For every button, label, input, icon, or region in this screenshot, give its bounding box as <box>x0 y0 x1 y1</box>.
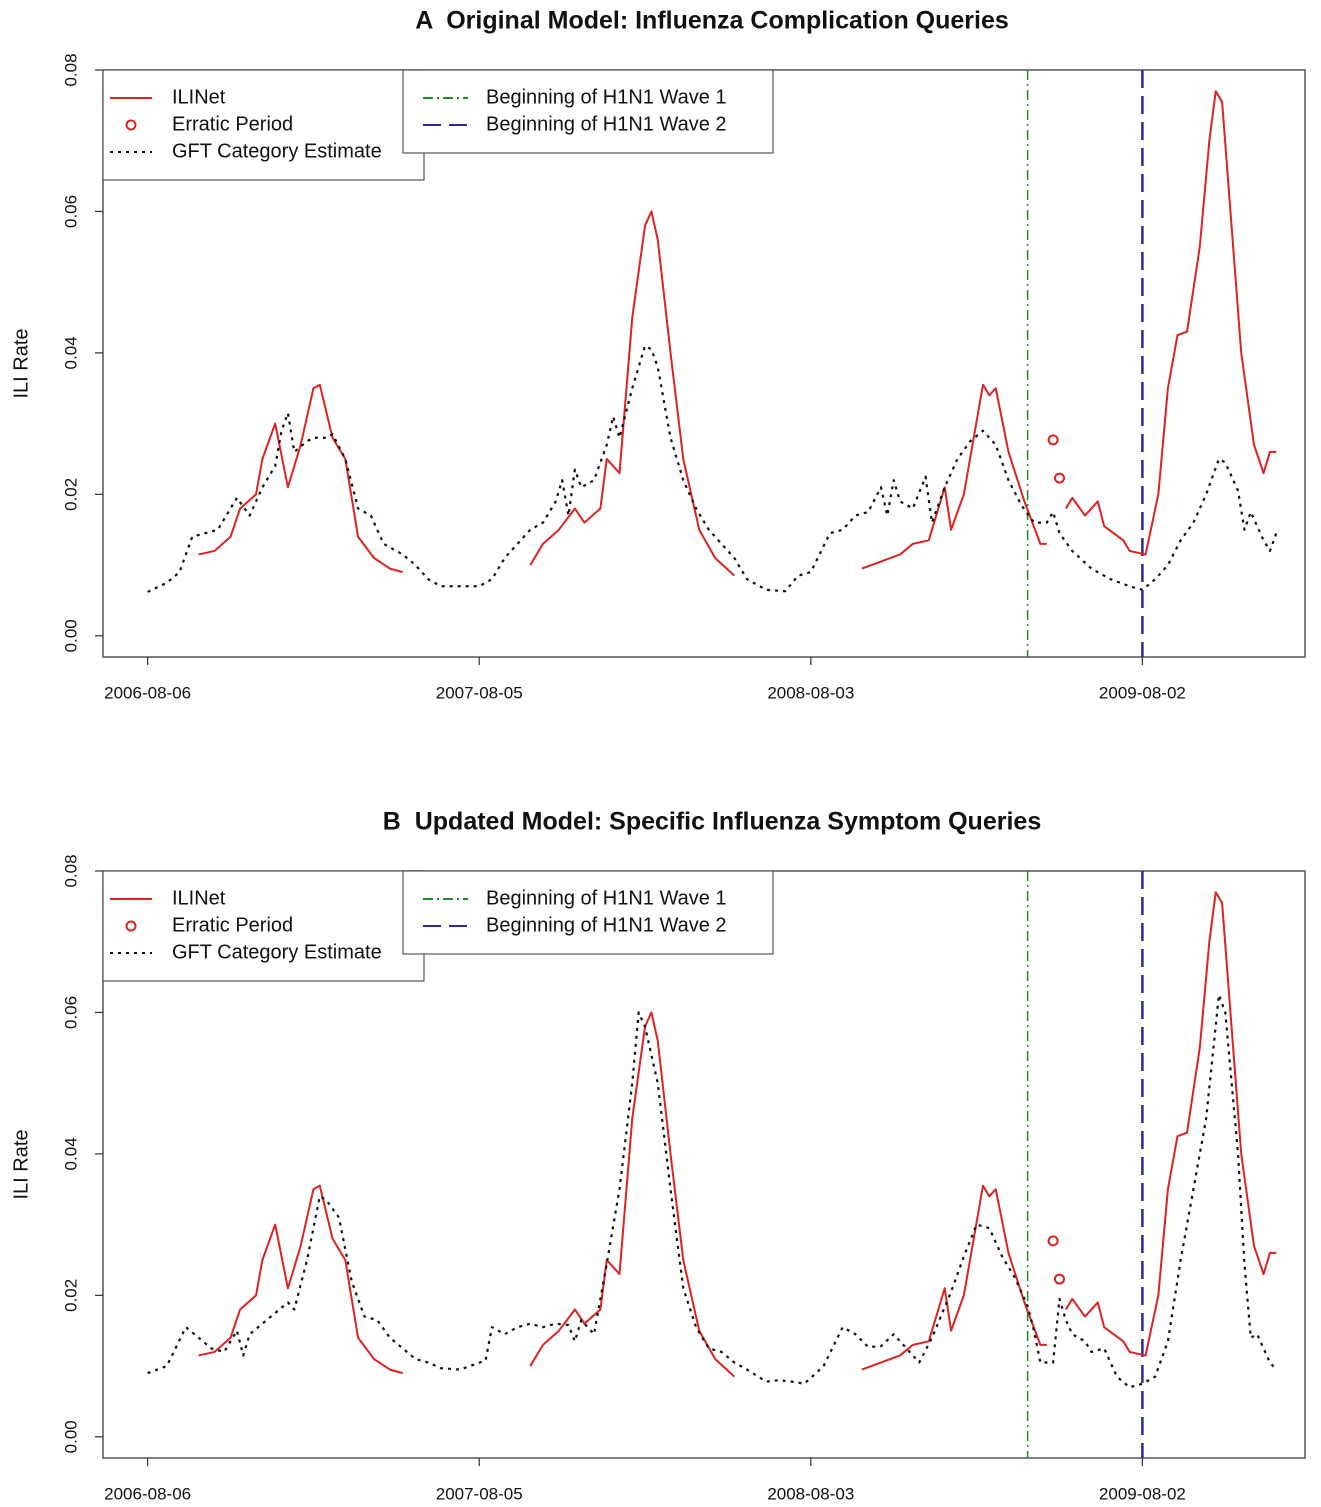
y-tick-label: 0.08 <box>61 53 80 86</box>
legend: ILINet Erratic Period GFT Category Estimat… <box>102 870 425 982</box>
y-axis-label: ILI Rate <box>10 1129 32 1199</box>
series-line <box>147 993 1278 1389</box>
data-point <box>1053 472 1065 484</box>
x-tick-label: 2007-08-05 <box>436 1484 523 1503</box>
y-tick-label: 0.02 <box>61 478 80 511</box>
legend-label: Beginning of H1N1 Wave 1 <box>486 887 727 909</box>
x-tick-label: 2009-08-02 <box>1099 683 1186 702</box>
y-axis-label: ILI Rate <box>10 328 32 398</box>
series-line <box>198 90 1277 577</box>
y-tick-label: 0.06 <box>61 195 80 228</box>
y-tick-label: 0.06 <box>61 996 80 1029</box>
panel: B Updated Model: Specific Influenza Symp… <box>10 808 1306 1503</box>
y-tick-label: 0.00 <box>61 619 80 652</box>
y-tick-label: 0.04 <box>61 336 80 369</box>
y-tick-label: 0.08 <box>61 854 80 887</box>
legend-label: Beginning of H1N1 Wave 1 <box>486 86 727 108</box>
legend-label: GFT Category Estimate <box>172 941 382 963</box>
x-tick-label: 2008-08-03 <box>767 683 854 702</box>
chart-title: A Original Model: Influenza Complication… <box>415 7 1009 35</box>
legend-label: GFT Category Estimate <box>172 140 382 162</box>
chart-title: B Updated Model: Specific Influenza Symp… <box>383 808 1041 836</box>
legend-label: Beginning of H1N1 Wave 2 <box>486 914 727 936</box>
x-tick-label: 2007-08-05 <box>436 683 523 702</box>
y-tick-label: 0.00 <box>61 1420 80 1453</box>
series-line <box>147 344 1278 593</box>
y-tick-label: 0.04 <box>61 1137 80 1170</box>
data-point <box>1047 1235 1059 1247</box>
legend-box <box>402 69 774 154</box>
legend-symbol <box>125 920 137 932</box>
legend: ILINet Erratic Period GFT Category Estimat… <box>102 69 425 181</box>
legend-box <box>102 870 425 982</box>
legend: Beginning of H1N1 Wave 1 Beginning of H1N… <box>402 870 774 955</box>
legend-label: Erratic Period <box>172 113 293 135</box>
legend-label: ILINet <box>172 887 226 909</box>
x-tick-label: 2009-08-02 <box>1099 1484 1186 1503</box>
data-point <box>1053 1273 1065 1285</box>
x-tick-label: 2006-08-06 <box>104 1484 191 1503</box>
legend-label: Erratic Period <box>172 914 293 936</box>
x-tick-label: 2008-08-03 <box>767 1484 854 1503</box>
legend-box <box>102 69 425 181</box>
legend-symbol <box>125 119 137 131</box>
panel: A Original Model: Influenza Complication… <box>10 7 1306 702</box>
legend-label: Beginning of H1N1 Wave 2 <box>486 113 727 135</box>
legend-box <box>402 870 774 955</box>
legend-label: ILINet <box>172 86 226 108</box>
legend: Beginning of H1N1 Wave 1 Beginning of H1N… <box>402 69 774 154</box>
series-line <box>198 891 1277 1378</box>
data-point <box>1047 434 1059 446</box>
y-tick-label: 0.02 <box>61 1279 80 1312</box>
x-tick-label: 2006-08-06 <box>104 683 191 702</box>
